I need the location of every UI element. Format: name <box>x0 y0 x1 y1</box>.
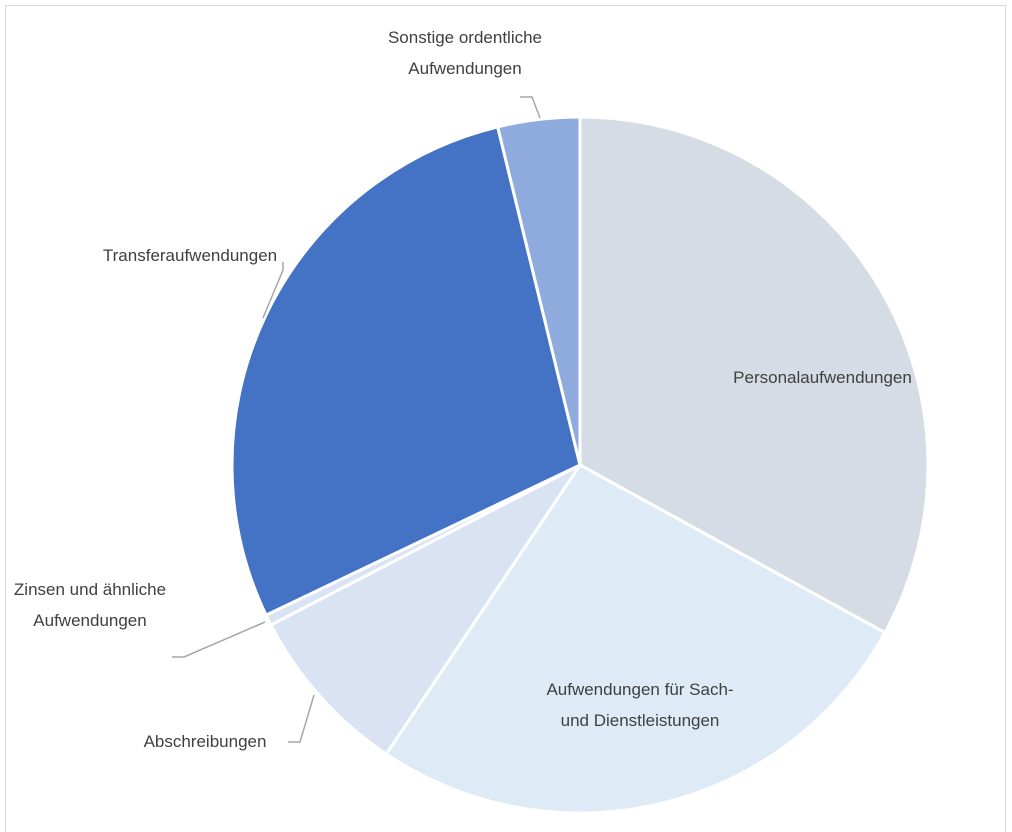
pie-slice <box>384 463 887 815</box>
slice-label: Aufwendungen für Sach- und Dienstleistun… <box>546 680 734 730</box>
pie-slice <box>230 125 582 618</box>
pie <box>230 115 930 815</box>
leader-line <box>172 621 266 658</box>
pie-slice <box>578 115 930 635</box>
leader-line <box>262 262 284 319</box>
slice-label: Zinsen und ähnliche Aufwendungen <box>13 580 167 630</box>
pie-slice <box>268 463 582 757</box>
slice-label: Abschreibungen <box>143 732 267 751</box>
slice-label: Sonstige ordentliche Aufwendungen <box>387 28 543 78</box>
leader-line <box>288 694 315 743</box>
slice-label: Transferaufwendungen <box>102 246 278 265</box>
slice-label: Personalaufwendungen <box>733 368 912 387</box>
pie-slice <box>495 115 582 466</box>
leader-line <box>520 96 541 119</box>
leader-lines <box>172 96 541 743</box>
